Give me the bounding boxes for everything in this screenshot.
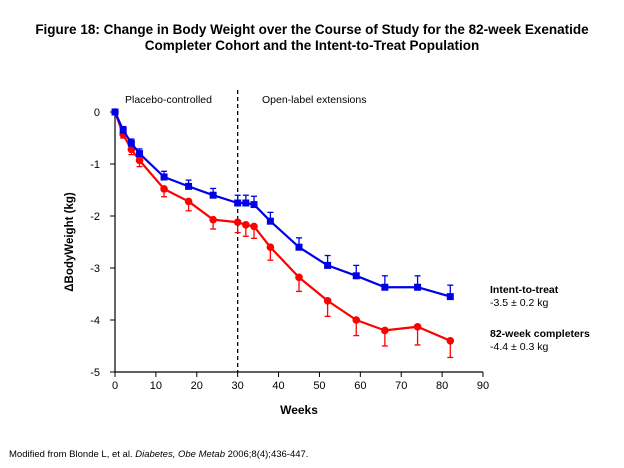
data-point-itt	[242, 199, 250, 207]
x-tick-label: 80	[436, 380, 448, 392]
x-tick-label: 30	[232, 380, 244, 392]
x-tick-label: 90	[477, 380, 489, 392]
data-point-completers	[209, 215, 217, 224]
data-point-completers	[352, 316, 361, 324]
series-label-itt: Intent-to-treat	[490, 284, 559, 296]
x-axis-title: Weeks	[280, 403, 318, 417]
y-tick-label: -5	[90, 367, 100, 379]
data-point-itt	[136, 150, 144, 158]
x-tick-label: 60	[354, 380, 366, 392]
series-summary-completers: -4.4 ± 0.3 kg	[490, 341, 548, 353]
y-tick-label: -1	[90, 159, 100, 171]
x-tick-label: 10	[150, 380, 162, 392]
phase-label-open-label: Open-label extensions	[262, 94, 366, 106]
y-tick-label: -2	[90, 211, 100, 223]
data-point-itt	[185, 182, 193, 190]
labels-group: Intent-to-treat-3.5 ± 0.2 kg 82-week comp…	[490, 284, 590, 353]
data-point-itt	[250, 201, 258, 209]
y-tick-label: -3	[90, 263, 100, 275]
footnote: Modified from Blonde L, et al. Diabetes,…	[9, 449, 308, 460]
y-axis-title: ΔBodyWeight (kg)	[64, 192, 76, 292]
data-point-itt	[119, 126, 127, 134]
data-point-itt	[324, 261, 332, 269]
data-point-itt	[414, 283, 422, 291]
data-point-completers	[233, 218, 242, 227]
data-point-completers	[381, 326, 389, 335]
chart-title: Figure 18: Change in Body Weight over th…	[0, 22, 624, 54]
series-line-completers	[113, 111, 451, 342]
series-group	[111, 108, 455, 359]
x-tick-label: 20	[191, 380, 203, 392]
chart-title-line-2: Completer Cohort and the Intent-to-Treat…	[144, 38, 480, 53]
data-point-itt	[352, 272, 360, 280]
data-point-completers	[266, 243, 275, 251]
data-point-completers	[127, 145, 136, 154]
data-point-completers	[446, 337, 455, 345]
series-summary-itt: -3.5 ± 0.2 kg	[490, 297, 548, 309]
data-point-itt	[381, 283, 389, 291]
data-point-itt	[446, 293, 454, 301]
x-tick-label: 0	[112, 380, 118, 392]
data-point-itt	[266, 217, 274, 225]
data-point-completers	[323, 296, 332, 305]
series-label-completers: 82-week completers	[490, 328, 590, 340]
footnote-suffix: 2006;8(4);436-447.	[225, 449, 309, 460]
data-point-completers	[295, 273, 303, 282]
footnote-prefix: Modified from Blonde L, et al.	[9, 449, 136, 460]
data-point-completers	[413, 322, 422, 331]
data-point-itt	[111, 108, 119, 116]
data-point-itt	[234, 199, 242, 207]
data-point-itt	[295, 243, 303, 251]
data-point-itt	[209, 191, 217, 199]
x-tick-label: 70	[395, 380, 407, 392]
series-line-itt	[113, 111, 451, 298]
x-tick-label: 40	[272, 380, 284, 392]
footnote-journal: Diabetes, Obe Metab	[135, 449, 225, 460]
data-point-completers	[242, 221, 250, 229]
data-point-completers	[250, 222, 258, 231]
data-point-completers	[184, 197, 193, 206]
data-point-itt	[127, 139, 135, 147]
y-tick-label: -4	[90, 315, 100, 327]
data-point-completers	[135, 156, 144, 165]
chart-title-line-1: Figure 18: Change in Body Weight over th…	[35, 22, 589, 37]
y-tick-label: 0	[94, 107, 100, 119]
phase-label-placebo: Placebo-controlled	[125, 94, 212, 106]
x-tick-label: 50	[313, 380, 325, 392]
axes: 0 -1 -2 -3 -4 -5 0 10 20 30 40 50 60 70 80 90 Weeks ΔBody…	[64, 107, 489, 417]
data-point-itt	[160, 173, 168, 181]
data-point-completers	[160, 185, 168, 193]
